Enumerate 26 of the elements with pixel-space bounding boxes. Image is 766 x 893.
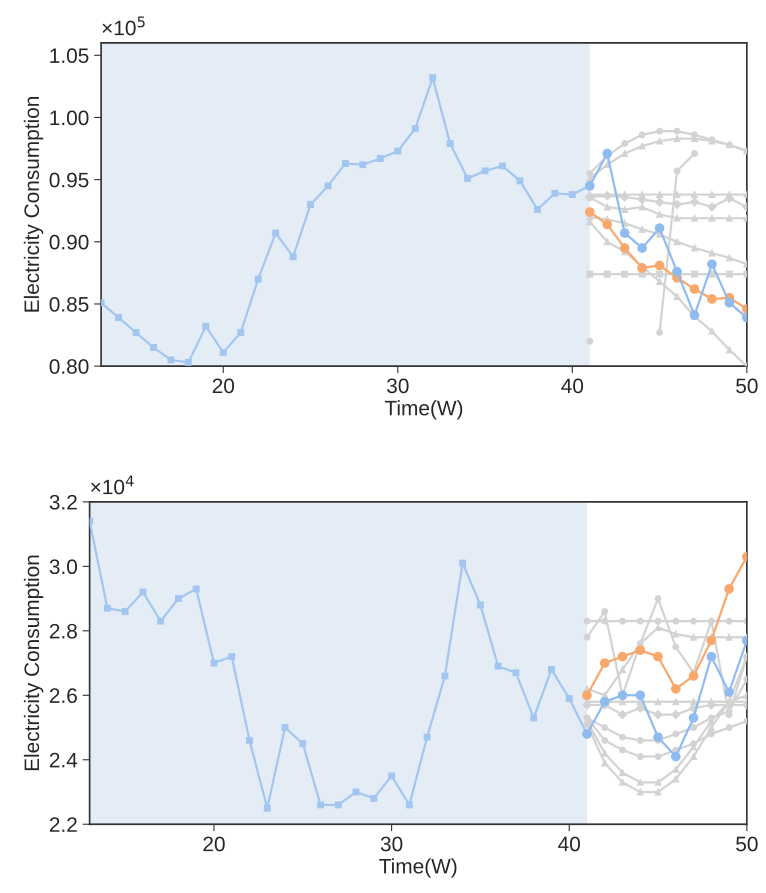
- y-tick-label: 2.8: [50, 624, 77, 639]
- y-tick-label: 2.4: [50, 752, 78, 768]
- y-tick-label: 3.2: [50, 494, 77, 510]
- y-tick-label: 2.2: [50, 817, 77, 832]
- y-tick-label: 0.90: [50, 234, 88, 250]
- y-tick-label: 2.6: [50, 688, 77, 704]
- x-tick-label: 20: [203, 836, 225, 852]
- x-tick-label: 50: [736, 836, 758, 852]
- y-tick-label: 0.85: [50, 296, 88, 312]
- x-tick-label: 40: [558, 836, 580, 852]
- y-axis-title: Electricity Consumption: [24, 97, 44, 312]
- x-tick-label: 50: [736, 378, 758, 394]
- text: ×10$^{4}$: [91, 476, 134, 494]
- x-tick-label: 30: [387, 378, 409, 394]
- y-tick-label: 1.05: [50, 48, 88, 64]
- x-tick-label: 20: [212, 378, 234, 394]
- y-tick-label: 1.00: [50, 110, 88, 126]
- y-axis-title: Electricity Consumption: [24, 556, 44, 770]
- y-tick-label: 0.80: [50, 359, 88, 374]
- x-axis-title: Time(W): [384, 400, 462, 420]
- y-tick-label: 0.95: [50, 172, 88, 188]
- x-tick-label: 30: [380, 836, 402, 852]
- text: ×10$^{5}$: [102, 16, 145, 36]
- x-tick-label: 40: [561, 378, 584, 394]
- x-axis-title: Time(W): [379, 858, 456, 878]
- y-tick-label: 3.0: [50, 559, 78, 574]
